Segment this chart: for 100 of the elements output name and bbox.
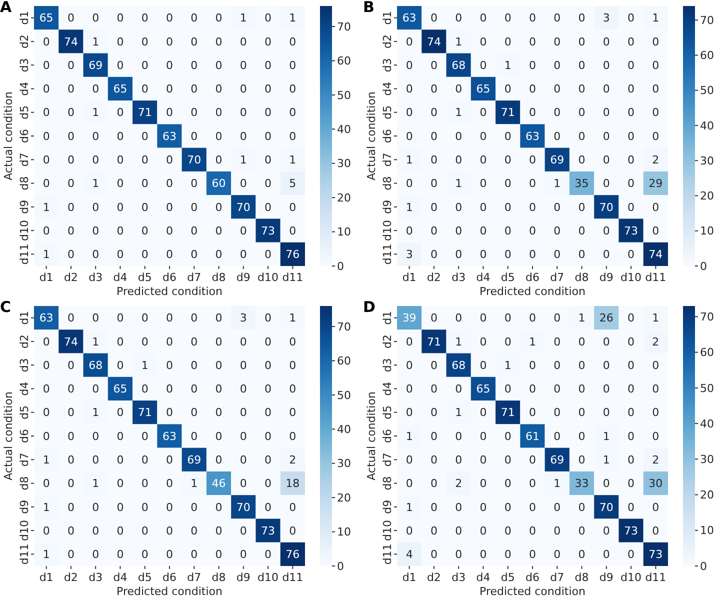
data-label: 0 (240, 453, 247, 466)
color-bar-label: 30 (337, 157, 351, 170)
data-label: 0 (166, 335, 173, 348)
data-label: 0 (652, 500, 660, 514)
data-label: 0 (190, 35, 198, 48)
data-label: 0 (480, 312, 487, 325)
data-label: 0 (116, 477, 124, 490)
data-label: 0 (504, 453, 512, 466)
data-label: 65 (476, 382, 490, 396)
data-label: 0 (529, 153, 536, 166)
data-label: 73 (624, 524, 638, 538)
data-label: 0 (504, 524, 512, 538)
data-label: 1 (289, 153, 296, 166)
data-label: 0 (215, 82, 222, 96)
data-label: 0 (264, 130, 272, 143)
data-label: 0 (504, 153, 512, 166)
data-label: 0 (652, 200, 660, 214)
data-label: 0 (406, 82, 413, 96)
data-label: 74 (426, 35, 441, 48)
color-bar-label: 0 (700, 560, 707, 573)
data-label: 0 (504, 248, 512, 262)
data-label: 65 (113, 82, 128, 96)
data-label: 0 (554, 430, 561, 443)
data-label: 0 (480, 477, 487, 490)
data-label: 0 (480, 524, 487, 538)
data-label: 0 (529, 548, 536, 562)
y-tick-label: d1 (381, 310, 394, 325)
data-label: 2 (289, 453, 296, 466)
data-label: 0 (430, 548, 438, 562)
data-label: 0 (264, 200, 272, 214)
data-label: 0 (430, 58, 438, 72)
data-label: 0 (42, 524, 50, 538)
data-label: 0 (480, 430, 487, 443)
x-tick-label: d11 (282, 271, 304, 284)
data-label: 0 (141, 312, 148, 325)
x-tick-label: d9 (236, 571, 250, 584)
data-label: 1 (92, 406, 100, 420)
color-bar-label: 50 (337, 88, 351, 102)
data-label: 0 (406, 406, 413, 420)
data-label: 73 (261, 224, 276, 238)
data-label: 0 (141, 200, 148, 214)
color-bar-label: 30 (700, 453, 714, 466)
data-label: 0 (264, 453, 272, 466)
data-label: 0 (215, 524, 222, 538)
data-label: 0 (92, 453, 100, 466)
data-label: 0 (190, 524, 198, 538)
data-label: 0 (67, 524, 74, 538)
data-label: 18 (286, 477, 300, 490)
data-label: 0 (215, 224, 222, 238)
y-tick-label: d9 (18, 500, 31, 514)
x-tick-label: d10 (620, 571, 642, 584)
data-label: 1 (42, 548, 50, 562)
data-label: 0 (628, 106, 635, 120)
data-label: 4 (406, 548, 413, 562)
data-label: 0 (42, 335, 50, 348)
y-tick-label: d7 (18, 452, 31, 467)
y-tick-label: d5 (381, 405, 394, 420)
chart-title: A (0, 0, 12, 16)
x-tick-label: d5 (500, 271, 515, 284)
data-label: 0 (602, 406, 610, 420)
data-label: 63 (162, 430, 176, 443)
data-label: 0 (529, 106, 536, 120)
data-label: 0 (578, 500, 586, 514)
y-tick-label: d7 (381, 452, 394, 467)
data-label: 63 (162, 130, 176, 143)
data-label: 0 (652, 382, 660, 396)
data-label: 0 (264, 477, 272, 490)
data-label: 0 (578, 335, 586, 348)
data-label: 0 (480, 548, 487, 562)
y-tick-label: d4 (381, 382, 394, 396)
data-label: 0 (652, 130, 660, 143)
data-label: 0 (554, 58, 561, 72)
data-label: 0 (406, 130, 413, 143)
data-label: 0 (264, 382, 272, 396)
data-label: 0 (430, 382, 438, 396)
data-label: 0 (215, 153, 222, 166)
data-label: 0 (602, 248, 610, 262)
data-label: 0 (578, 248, 586, 262)
data-label: 0 (529, 200, 536, 214)
data-label: 0 (240, 177, 247, 190)
data-label: 0 (240, 248, 247, 262)
data-label: 0 (240, 106, 247, 120)
data-label: 3 (602, 12, 610, 25)
data-label: 0 (455, 312, 462, 325)
data-label: 0 (529, 224, 536, 238)
data-label: 0 (578, 200, 586, 214)
x-tick-label: d9 (599, 571, 614, 584)
data-label: 0 (554, 12, 561, 25)
y-tick-label: d6 (18, 429, 31, 443)
data-label: 0 (652, 358, 660, 372)
data-label: 0 (67, 82, 74, 96)
data-label: 0 (141, 58, 148, 72)
x-tick-label: d2 (426, 271, 441, 284)
data-label: 0 (166, 382, 173, 396)
data-label: 0 (190, 248, 198, 262)
data-label: 1 (554, 477, 561, 490)
data-label: 0 (504, 200, 512, 214)
data-label: 0 (190, 82, 198, 96)
data-label: 0 (92, 12, 100, 25)
data-label: 0 (92, 524, 100, 538)
